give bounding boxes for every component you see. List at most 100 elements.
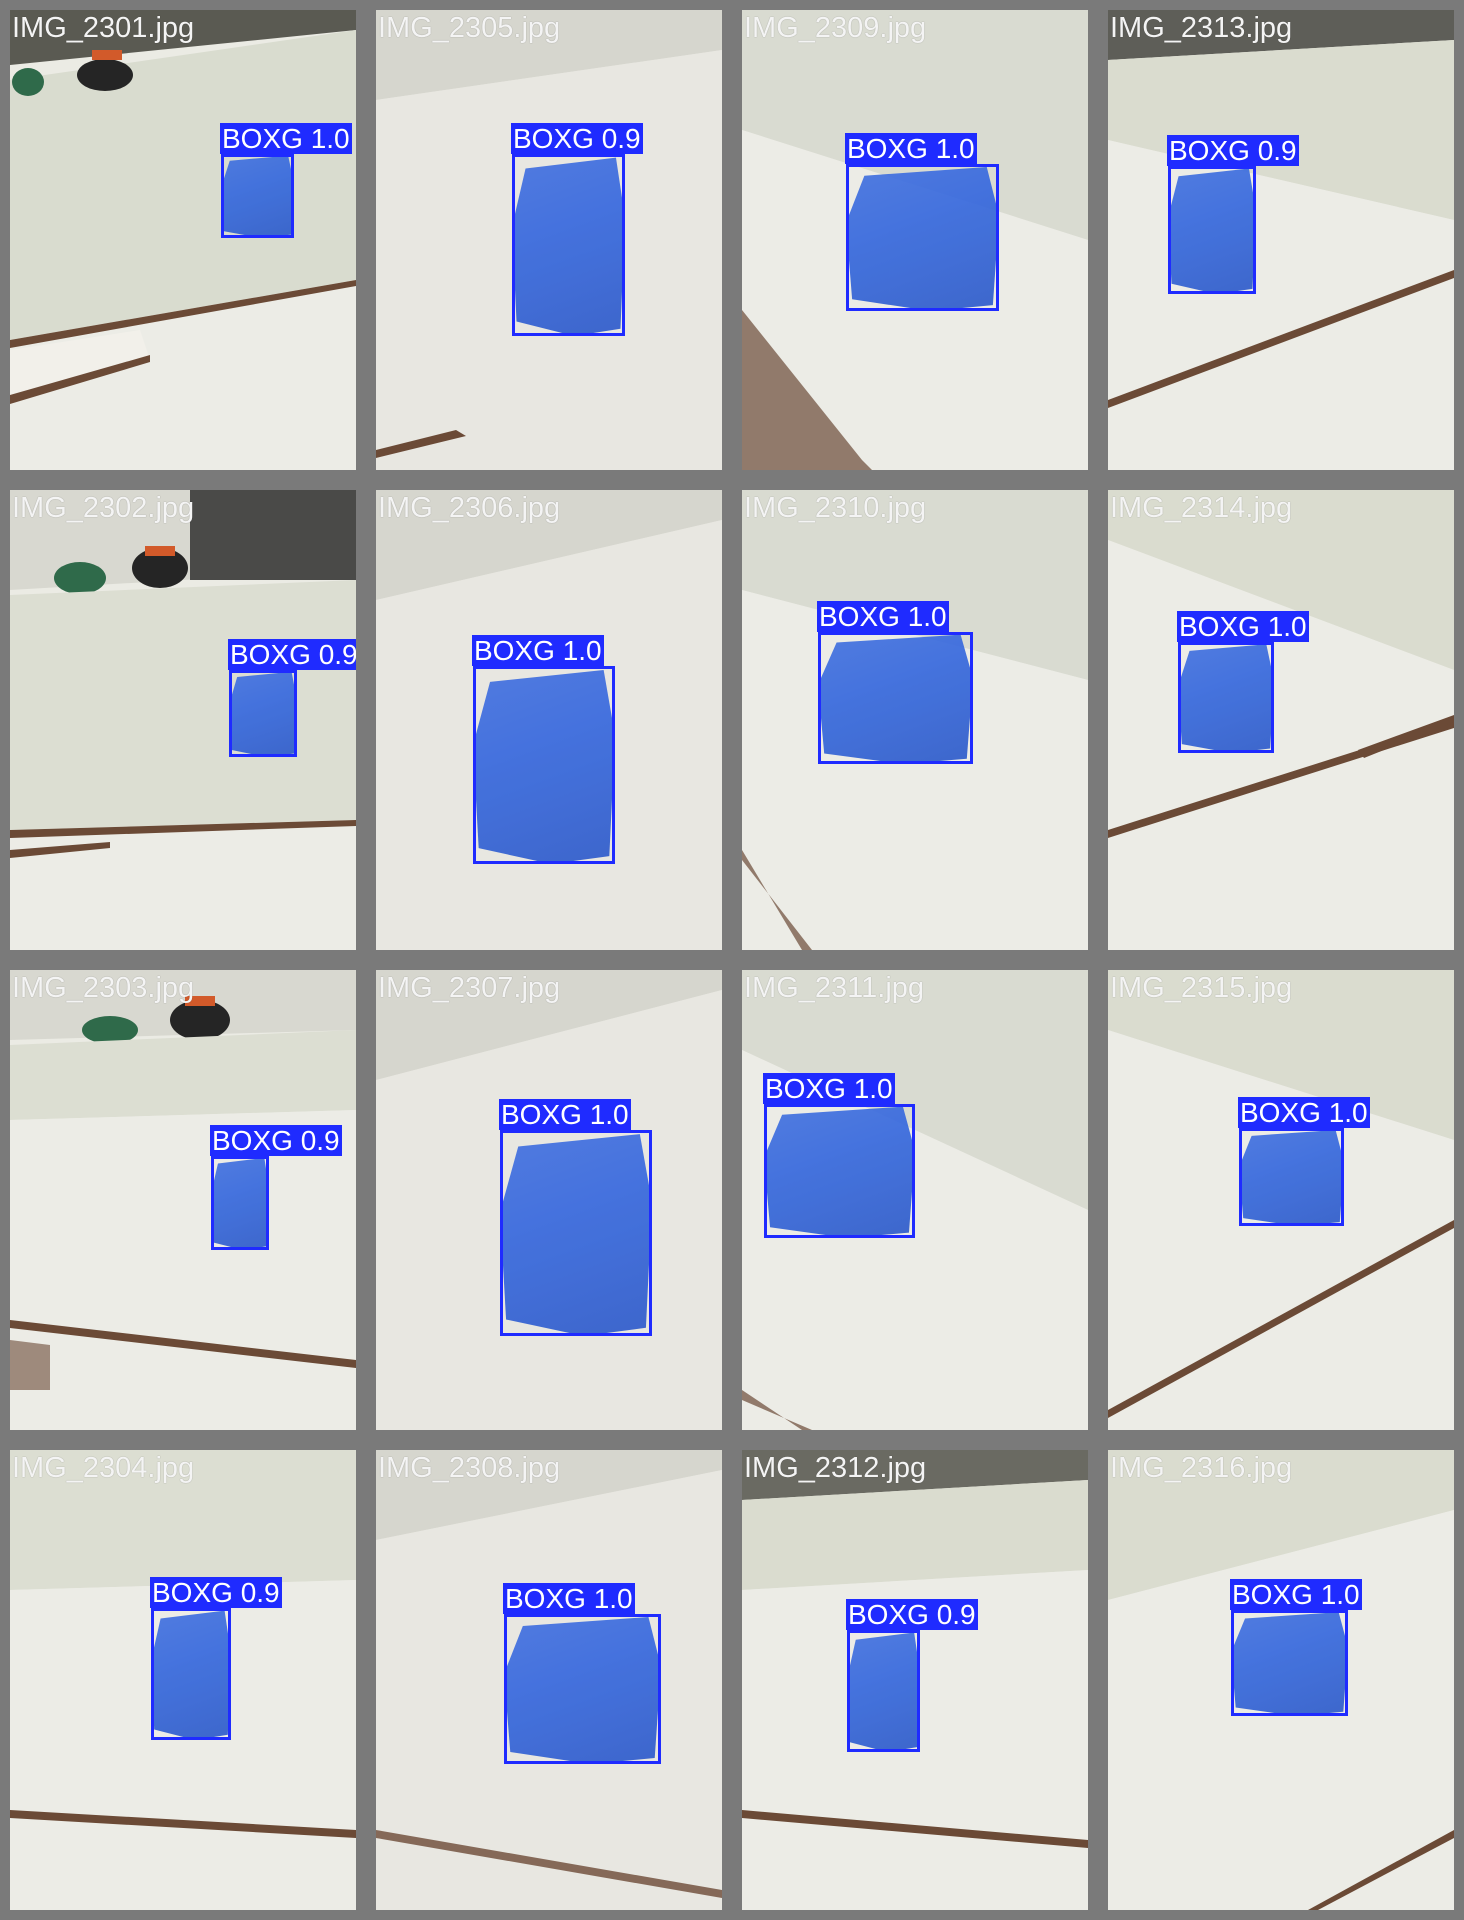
- segmentation-mask: [151, 1610, 231, 1740]
- detection-box: BOXG 0.9: [228, 639, 356, 757]
- detection-label: BOXG 0.9: [210, 1125, 342, 1156]
- image-filename: IMG_2310.jpg: [744, 492, 927, 524]
- detection-label: BOXG 0.9: [1167, 135, 1299, 166]
- image-filename: IMG_2304.jpg: [12, 1452, 195, 1484]
- image-filename: IMG_2309.jpg: [744, 12, 927, 44]
- detection-label: BOXG 1.0: [1230, 1579, 1362, 1610]
- bounding-box-outline: [1231, 1610, 1348, 1716]
- image-tile: IMG_2307.jpg BOXG 1.0: [366, 960, 732, 1440]
- segmentation-mask: [500, 1134, 652, 1336]
- image-tile: IMG_2310.jpg BOXG 1.0: [732, 480, 1098, 960]
- detection-box: BOXG 1.0: [503, 1583, 661, 1764]
- image-filename: IMG_2315.jpg: [1110, 972, 1293, 1004]
- bounding-box-outline: [764, 1104, 915, 1238]
- detection-box: BOXG 0.9: [210, 1125, 342, 1250]
- image-tile: IMG_2308.jpg BOXG 1.0: [366, 1440, 732, 1920]
- detection-label: BOXG 0.9: [846, 1599, 978, 1630]
- detection-label: BOXG 1.0: [499, 1099, 631, 1130]
- image-filename: IMG_2313.jpg: [1110, 12, 1293, 44]
- bounding-box-outline: [846, 164, 999, 311]
- detection-box: BOXG 1.0: [220, 123, 352, 238]
- bounding-box-outline: [229, 670, 297, 757]
- segmentation-mask: [818, 634, 973, 764]
- image-filename: IMG_2307.jpg: [378, 972, 561, 1004]
- scene-photo: [10, 970, 356, 1430]
- bounding-box-outline: [1178, 642, 1274, 753]
- detection-label: BOXG 1.0: [763, 1073, 895, 1104]
- segmentation-mask: [1168, 168, 1256, 294]
- segmentation-mask: [473, 669, 615, 864]
- bounding-box-outline: [504, 1614, 661, 1764]
- bounding-box-outline: [1168, 166, 1256, 294]
- segmentation-mask: [1231, 1612, 1348, 1716]
- scene-photo: [1108, 490, 1454, 950]
- segmentation-mask: [229, 671, 297, 757]
- image-tile: IMG_2301.jpg BOXG 1.0: [0, 0, 366, 480]
- detection-box: BOXG 0.9: [150, 1577, 282, 1740]
- image-tile: IMG_2309.jpg BOXG 1.0: [732, 0, 1098, 480]
- detection-box: BOXG 0.9: [1167, 135, 1299, 294]
- bounding-box-outline: [1239, 1128, 1344, 1226]
- bounding-box-outline: [151, 1608, 231, 1740]
- segmentation-mask: [221, 155, 294, 238]
- image-tile: IMG_2311.jpg BOXG 1.0: [732, 960, 1098, 1440]
- scene-photo: [1108, 10, 1454, 470]
- bounding-box-outline: [500, 1130, 652, 1336]
- image-filename: IMG_2311.jpg: [744, 972, 925, 1004]
- scene-photo: [10, 490, 356, 950]
- image-tile: IMG_2313.jpg BOXG 0.9: [1098, 0, 1464, 480]
- detection-label: BOXG 0.9: [511, 123, 643, 154]
- detection-box: BOXG 1.0: [817, 601, 973, 764]
- segmentation-mask: [1178, 644, 1274, 753]
- detection-label: BOXG 1.0: [845, 133, 977, 164]
- detection-box: BOXG 1.0: [499, 1099, 652, 1336]
- detection-box: BOXG 0.9: [511, 123, 643, 336]
- image-tile: IMG_2314.jpg BOXG 1.0: [1098, 480, 1464, 960]
- bounding-box-outline: [847, 1630, 920, 1752]
- detection-box: BOXG 1.0: [1177, 611, 1309, 753]
- detection-box: BOXG 1.0: [1238, 1097, 1370, 1226]
- bounding-box-outline: [473, 666, 615, 864]
- image-tile: IMG_2304.jpg BOXG 0.9: [0, 1440, 366, 1920]
- detection-label: BOXG 1.0: [1238, 1097, 1370, 1128]
- detection-label: BOXG 1.0: [1177, 611, 1309, 642]
- detection-box: BOXG 0.9: [846, 1599, 978, 1752]
- bounding-box-outline: [211, 1156, 269, 1250]
- detection-box: BOXG 1.0: [472, 635, 615, 864]
- bounding-box-outline: [512, 154, 625, 336]
- detection-label: BOXG 1.0: [503, 1583, 635, 1614]
- detection-label: BOXG 1.0: [472, 635, 604, 666]
- image-filename: IMG_2316.jpg: [1110, 1452, 1293, 1484]
- image-filename: IMG_2306.jpg: [378, 492, 561, 524]
- scene-photo: [742, 490, 1088, 950]
- bounding-box-outline: [221, 154, 294, 238]
- detection-box: BOXG 1.0: [845, 133, 999, 311]
- detection-box: BOXG 1.0: [1230, 1579, 1362, 1716]
- image-filename: IMG_2312.jpg: [744, 1452, 927, 1484]
- scene-photo: [10, 10, 356, 470]
- bounding-box-outline: [818, 632, 973, 764]
- detection-label: BOXG 0.9: [228, 639, 358, 670]
- segmentation-mask: [211, 1157, 269, 1250]
- detection-label: BOXG 1.0: [220, 123, 352, 154]
- image-filename: IMG_2308.jpg: [378, 1452, 561, 1484]
- image-filename: IMG_2302.jpg: [12, 492, 195, 524]
- detection-label: BOXG 0.9: [150, 1577, 282, 1608]
- image-tile: IMG_2305.jpg BOXG 0.9: [366, 0, 732, 480]
- image-filename: IMG_2305.jpg: [378, 12, 561, 44]
- scene-photo: [742, 1450, 1088, 1910]
- image-tile: IMG_2303.jpg BOXG 0.9: [0, 960, 366, 1440]
- segmentation-mask: [512, 157, 625, 336]
- segmentation-mask: [846, 166, 999, 311]
- detection-label: BOXG 1.0: [817, 601, 949, 632]
- segmentation-mask: [504, 1617, 661, 1764]
- segmentation-mask: [764, 1106, 915, 1238]
- image-tile: IMG_2315.jpg BOXG 1.0: [1098, 960, 1464, 1440]
- image-tile: IMG_2302.jpg BOXG 0.9: [0, 480, 366, 960]
- image-filename: IMG_2301.jpg: [12, 12, 195, 44]
- image-filename: IMG_2314.jpg: [1110, 492, 1293, 524]
- image-filename: IMG_2303.jpg: [12, 972, 195, 1004]
- detection-box: BOXG 1.0: [763, 1073, 915, 1238]
- segmentation-mask: [1239, 1129, 1344, 1226]
